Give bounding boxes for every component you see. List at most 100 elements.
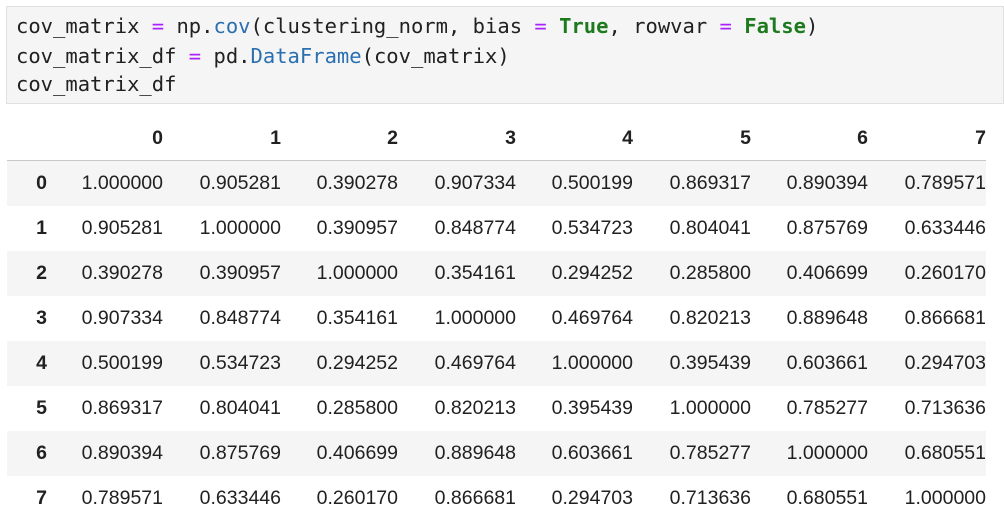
code-line-3: cov_matrix_df: [16, 70, 176, 98]
table-row: 0 1.000000 0.905281 0.390278 0.907334 0.…: [7, 160, 986, 206]
table-cell: 0.889648: [786, 307, 868, 329]
code-function: DataFrame: [250, 44, 362, 68]
code-keyword: False: [744, 14, 806, 38]
code-operator: =: [151, 14, 165, 38]
column-header: 2: [281, 116, 398, 161]
code-token: (cov_matrix): [361, 44, 510, 68]
row-index: 2: [36, 262, 47, 284]
table-cell: 0.789571: [904, 172, 986, 194]
row-index: 4: [36, 352, 47, 374]
table-row: 4 0.500199 0.534723 0.294252 0.469764 1.…: [7, 341, 986, 386]
table-cell: 1.000000: [316, 262, 398, 284]
table-cell: 0.354161: [434, 262, 516, 284]
table-cell: 0.500199: [551, 172, 633, 194]
table-cell: 0.603661: [551, 442, 633, 464]
table-cell: 0.820213: [434, 397, 516, 419]
column-header: 5: [633, 116, 751, 161]
code-token: np.: [164, 14, 214, 38]
code-token: pd.: [201, 44, 251, 68]
table-cell: 0.603661: [786, 352, 868, 374]
table-cell: 0.633446: [904, 217, 986, 239]
table-cell: 0.294703: [904, 352, 986, 374]
table-cell: 0.680551: [786, 487, 868, 509]
column-header: 7: [868, 116, 986, 161]
table-cell: 0.889648: [434, 442, 516, 464]
table-cell: 0.680551: [904, 442, 986, 464]
table-cell: 0.285800: [669, 262, 751, 284]
table-cell: 0.395439: [551, 397, 633, 419]
table-cell: 0.633446: [199, 487, 281, 509]
table-cell: 0.534723: [551, 217, 633, 239]
table-cell: 0.534723: [199, 352, 281, 374]
table-cell: 1.000000: [786, 442, 868, 464]
code-keyword: True: [559, 14, 609, 38]
code-token: [547, 14, 559, 38]
table-cell: 0.905281: [199, 172, 281, 194]
table-cell: 0.469764: [434, 352, 516, 374]
table-row: 6 0.890394 0.875769 0.406699 0.889648 0.…: [7, 431, 986, 476]
table-cell: 0.907334: [434, 172, 516, 194]
table-cell: 0.907334: [81, 307, 163, 329]
table-cell: 0.500199: [81, 352, 163, 374]
code-line-1: cov_matrix = np.cov(clustering_norm, bia…: [16, 12, 818, 40]
code-operator: =: [534, 14, 547, 38]
table-cell: 0.785277: [786, 397, 868, 419]
row-index: 5: [36, 397, 47, 419]
code-line-2: cov_matrix_df = pd.DataFrame(cov_matrix): [16, 42, 510, 70]
table-cell: 1.000000: [904, 487, 986, 509]
code-operator: =: [719, 14, 732, 38]
table-row: 3 0.907334 0.848774 0.354161 1.000000 0.…: [7, 296, 986, 341]
table-cell: 0.848774: [434, 217, 516, 239]
table-cell: 0.390957: [316, 217, 398, 239]
table-cell: 0.260170: [904, 262, 986, 284]
table-cell: 0.804041: [199, 397, 281, 419]
table-cell: 0.789571: [81, 487, 163, 509]
row-index: 1: [36, 217, 47, 239]
table-cell: 0.869317: [669, 172, 751, 194]
code-token: cov_matrix_df: [16, 44, 189, 68]
row-index: 7: [36, 487, 47, 509]
table-cell: 0.905281: [81, 217, 163, 239]
column-header: 0: [47, 116, 163, 161]
table-header-row: 0 1 2 3 4 5 6 7: [7, 116, 986, 161]
code-token: (clustering_norm, bias: [250, 14, 535, 38]
table-row: 7 0.789571 0.633446 0.260170 0.866681 0.…: [7, 476, 986, 521]
code-token: cov_matrix: [16, 14, 152, 38]
table-cell: 0.390278: [81, 262, 163, 284]
code-token: [732, 14, 744, 38]
table-row: 2 0.390278 0.390957 1.000000 0.354161 0.…: [7, 251, 986, 296]
table-cell: 0.713636: [904, 397, 986, 419]
code-token: ): [805, 14, 819, 38]
table-cell: 0.890394: [81, 442, 163, 464]
table-cell: 0.395439: [669, 352, 751, 374]
table-cell: 0.804041: [669, 217, 751, 239]
table-cell: 1.000000: [81, 172, 163, 194]
code-token: , rowvar: [608, 14, 720, 38]
table-cell: 0.294703: [551, 487, 633, 509]
dataframe-output-table: 0 1 2 3 4 5 6 7 0 1.000000 0.905281 0.39…: [7, 116, 986, 521]
table-cell: 1.000000: [551, 352, 633, 374]
table-cell: 0.390957: [199, 262, 281, 284]
table-cell: 0.866681: [904, 307, 986, 329]
column-header: 1: [163, 116, 281, 161]
table-cell: 0.260170: [316, 487, 398, 509]
code-function: cov: [213, 14, 251, 38]
column-header: 6: [751, 116, 868, 161]
code-cell-input[interactable]: cov_matrix = np.cov(clustering_norm, bia…: [6, 6, 1004, 104]
table-cell: 0.848774: [199, 307, 281, 329]
table-cell: 0.406699: [786, 262, 868, 284]
table-cell: 0.875769: [199, 442, 281, 464]
row-index: 3: [36, 307, 47, 329]
table-cell: 0.713636: [669, 487, 751, 509]
index-header-cell: [7, 116, 47, 161]
table-cell: 0.866681: [434, 487, 516, 509]
row-index: 6: [36, 442, 47, 464]
table-cell: 0.890394: [786, 172, 868, 194]
table-cell: 0.294252: [316, 352, 398, 374]
table-row: 1 0.905281 1.000000 0.390957 0.848774 0.…: [7, 206, 986, 251]
table-cell: 0.294252: [551, 262, 633, 284]
column-header: 3: [398, 116, 516, 161]
table-cell: 0.869317: [81, 397, 163, 419]
table-cell: 0.469764: [551, 307, 633, 329]
table-cell: 0.875769: [786, 217, 868, 239]
